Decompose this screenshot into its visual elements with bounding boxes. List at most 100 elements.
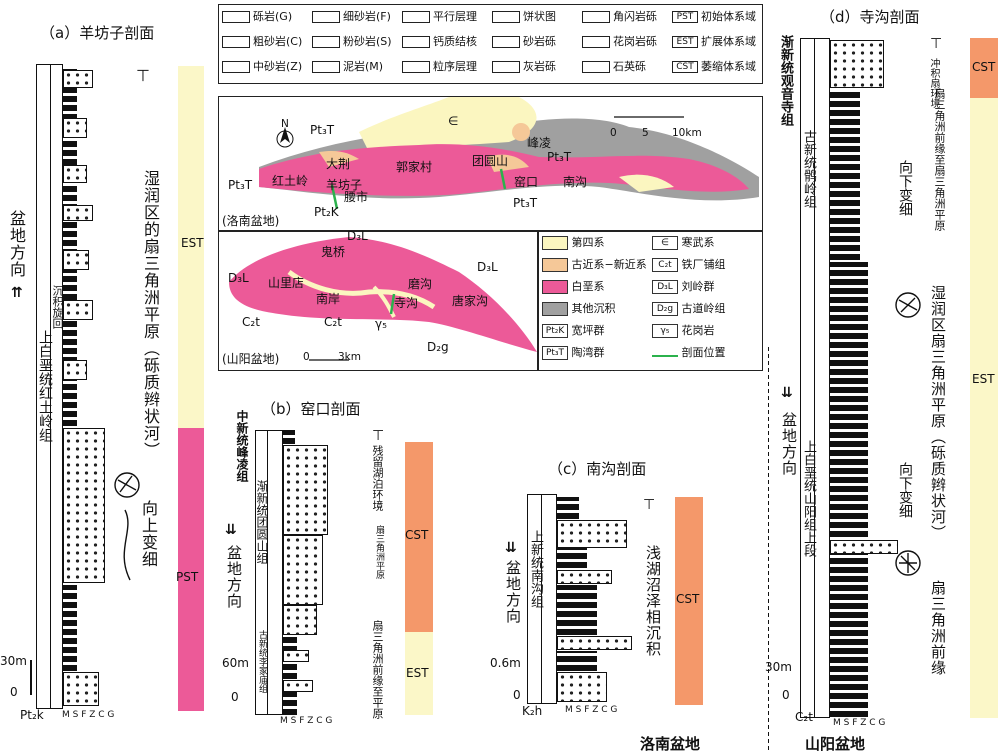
map-legend-item: ∈ 寒武系 — [652, 234, 762, 250]
lith-bed — [63, 585, 77, 671]
map-label: ∈ — [448, 114, 459, 128]
panel-d-scale: 30m — [765, 660, 792, 674]
legend-symbol-icon — [582, 61, 610, 73]
legend-item: 砾岩(G) — [222, 8, 312, 24]
legend-label: 粗砂岩(C) — [253, 35, 303, 48]
panel-b-env3: 扇三角洲前缘至平原 — [371, 620, 384, 719]
legend-label: 角闪岩砾 — [613, 10, 657, 23]
water-level-icon: ⊤ — [643, 497, 656, 513]
panel-c-direction: 盆地方向 — [504, 560, 522, 624]
panel-d-grain-axis: M S F Z C G — [833, 718, 886, 728]
legend-symbol-icon — [402, 36, 430, 48]
legend-label: 粉砂岩(S) — [343, 35, 392, 48]
map-legend-label: 铁厂铺组 — [678, 258, 726, 271]
lith-bed — [63, 70, 93, 88]
map-legend-item: 第四系 — [542, 234, 652, 250]
legend-symbol-icon — [402, 61, 430, 73]
map-legend-label: 寒武系 — [678, 236, 715, 249]
lith-bed — [283, 605, 317, 635]
panel-a-scale: 30m — [0, 654, 27, 668]
map-legend-label: 陶湾群 — [568, 346, 605, 359]
map-label: 磨沟 — [408, 277, 433, 291]
legend-item: 花岗岩砾 — [582, 33, 672, 49]
map-basin-label: (洛南盆地) — [222, 214, 280, 228]
map-label: 南岸 — [316, 292, 341, 306]
map-label: 大荆 — [326, 157, 351, 171]
lith-bed — [63, 118, 87, 138]
panel-d-title: （d）寺沟剖面 — [820, 8, 920, 26]
legend-item: 粉砂岩(S) — [312, 33, 402, 49]
scale-bar — [30, 660, 32, 695]
map-legend-item: Pt₃T 陶湾群 — [542, 344, 652, 360]
panel-d-column-frame-2 — [815, 38, 830, 718]
panel-b-direction: 盆地方向 — [225, 545, 243, 609]
map-legend-label: 剖面位置 — [678, 346, 726, 359]
panel-a-pst-bar — [178, 428, 204, 711]
legend-item: CST 萎缩体系域 — [672, 58, 762, 74]
map-legend-label: 其他沉积 — [568, 302, 616, 315]
map-scale-0: 0 — [303, 351, 310, 363]
panel-c-stratum: 上新统南沟组 — [528, 530, 543, 608]
map-legend-label: 古近系−新近系 — [568, 258, 647, 271]
clast-rose-icon — [895, 550, 921, 576]
panel-d-stratum-mid: 古新统鹘岭组 — [801, 130, 816, 208]
panel-b-stratum-top: 中新统峰凌组 — [235, 410, 249, 482]
panel-d-zero: 0 — [782, 688, 790, 702]
map-legend-label: 第四系 — [568, 236, 605, 249]
map-label: D₃L — [347, 229, 368, 243]
map-scale-10: 10km — [672, 127, 702, 139]
legend-label: 初始体系域 — [701, 10, 756, 23]
map-label: 鬼桥 — [321, 245, 346, 259]
map-legend-item: C₂t 铁厂铺组 — [652, 256, 762, 272]
lith-bed — [557, 497, 579, 519]
map-legend-swatch — [652, 349, 678, 357]
legend-symbol-icon: EST — [672, 36, 698, 48]
panel-a-pst-label: PST — [176, 570, 199, 584]
map-legend-item: 白垩系 — [542, 278, 652, 294]
legend-label: 花岗岩砾 — [613, 35, 657, 48]
map-legend-item: Pt₂K 宽坪群 — [542, 322, 652, 338]
lith-bed — [830, 90, 860, 260]
lith-bed — [557, 548, 587, 568]
panel-a-title: （a）羊坊子剖面 — [40, 24, 155, 42]
map-label: γ₅ — [375, 317, 387, 331]
panel-a-cycle-column — [51, 64, 63, 709]
panel-b-grain-axis: M S F Z C G — [280, 716, 333, 726]
lith-bed — [283, 430, 295, 444]
panel-b-scale: 60m — [222, 656, 249, 670]
map-legend-swatch — [542, 280, 568, 294]
double-chevron-icon: ⇈ — [11, 285, 23, 301]
map-label: 团圆山 — [472, 154, 509, 168]
panel-c-cst-bar — [675, 497, 703, 705]
map-label: 窑口 — [514, 175, 539, 189]
map-scale-0: 0 — [610, 127, 617, 139]
map-label: D₂g — [427, 340, 449, 354]
map-legend-item: 其他沉积 — [542, 300, 652, 316]
lith-bed — [63, 300, 93, 320]
legend-symbol-icon — [492, 61, 520, 73]
panel-d-env-main: 湿润区扇三角洲平原（砾质辫状河） — [929, 285, 947, 541]
map-legend-label: 花岗岩 — [678, 324, 715, 337]
lith-bed — [830, 540, 898, 554]
map-label: Pt₃T — [228, 178, 253, 192]
legend-label: 扩展体系域 — [701, 35, 756, 48]
map-legend-item: D₃L 刘岭群 — [652, 278, 762, 294]
legend-item: 石英砾 — [582, 58, 672, 74]
lith-bed — [283, 445, 328, 535]
legend-symbol-icon — [492, 36, 520, 48]
panel-d-base-label: C₂t — [795, 710, 813, 724]
lith-bed — [63, 165, 87, 183]
map-label: 山里店 — [268, 276, 305, 290]
panel-c-title: （c）南沟剖面 — [548, 460, 647, 478]
legend-label: 萎缩体系域 — [701, 60, 756, 73]
lith-bed — [557, 636, 632, 650]
panel-a-grain-axis: M S F Z C G — [62, 710, 115, 720]
panel-a-est-bar — [178, 66, 204, 428]
legend-label: 细砂岩(F) — [343, 10, 391, 23]
map-legend-item: γ₅ 花岗岩 — [652, 322, 762, 338]
map-label: 唐家沟 — [452, 294, 489, 308]
legend-label: 泥岩(M) — [343, 60, 384, 73]
map-label: 郭家村 — [396, 160, 433, 174]
map-legend-label: 宽坪群 — [568, 324, 605, 337]
map-label: Pt₃T — [547, 150, 572, 164]
